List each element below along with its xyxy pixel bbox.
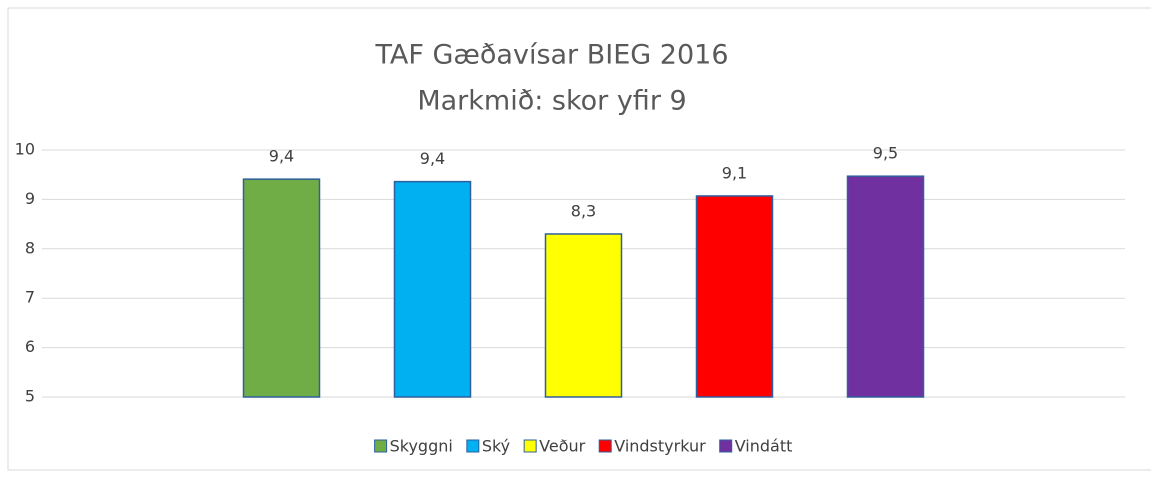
bar (242, 178, 321, 398)
legend-swatch (598, 439, 612, 453)
bar (393, 180, 472, 398)
bar (695, 195, 774, 398)
y-tick-label: 5 (25, 387, 35, 406)
legend-label: Ský (482, 437, 510, 456)
legend-swatch (466, 439, 480, 453)
legend-swatch (719, 439, 733, 453)
legend-label: Skyggni (390, 437, 453, 456)
y-tick-label: 8 (25, 238, 35, 257)
chart-border (7, 7, 1151, 471)
y-tick-label: 10 (15, 140, 35, 159)
legend-label: Vindstyrkur (614, 437, 706, 456)
y-tick-label: 9 (25, 189, 35, 208)
value-label: 9,4 (269, 147, 294, 166)
value-label: 9,1 (722, 163, 747, 182)
legend-label: Vindátt (735, 437, 793, 456)
legend-label: Veður (539, 437, 585, 456)
bar (846, 175, 925, 398)
value-label: 8,3 (571, 201, 596, 220)
bar (544, 233, 623, 398)
legend-swatch (523, 439, 537, 453)
chart-subtitle: Markmið: skor yfir 9 (417, 86, 686, 117)
chart-title: TAF Gæðavísar BIEG 2016 (374, 40, 728, 71)
y-tick-label: 6 (25, 337, 35, 356)
y-tick-label: 7 (25, 288, 35, 307)
value-label: 9,4 (420, 149, 445, 168)
legend-swatch (374, 439, 388, 453)
value-label: 9,5 (873, 144, 898, 163)
